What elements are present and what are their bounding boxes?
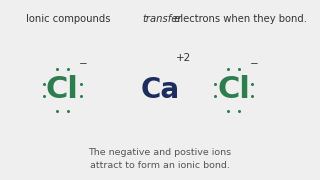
- Text: transfer: transfer: [142, 14, 182, 24]
- Text: Cl: Cl: [46, 75, 79, 105]
- Text: The negative and postive ions
attract to form an ionic bond.: The negative and postive ions attract to…: [88, 148, 232, 170]
- Text: Ionic compounds: Ionic compounds: [26, 14, 113, 24]
- Text: electrons when they bond.: electrons when they bond.: [171, 14, 307, 24]
- Text: +2: +2: [176, 53, 192, 63]
- Text: −: −: [250, 59, 259, 69]
- Text: Ca: Ca: [140, 76, 180, 104]
- Text: −: −: [79, 59, 88, 69]
- Text: Cl: Cl: [217, 75, 250, 105]
